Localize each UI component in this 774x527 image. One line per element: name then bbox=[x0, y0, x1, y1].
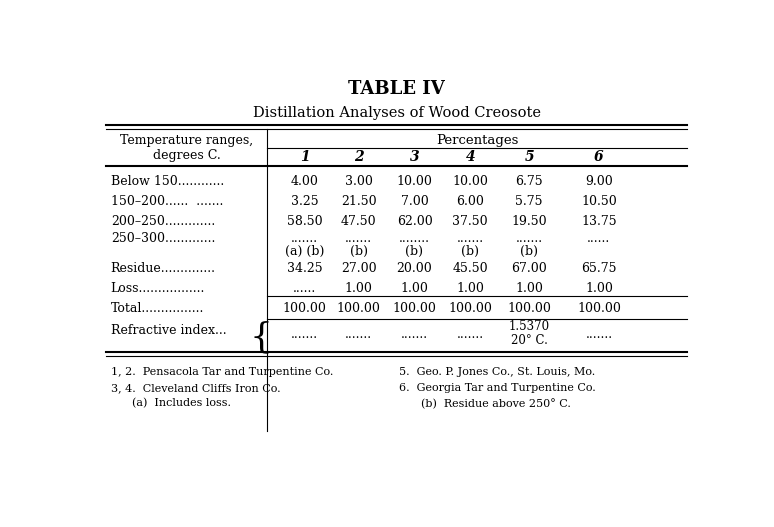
Text: 200–250.............: 200–250............. bbox=[111, 214, 215, 228]
Text: 34.25: 34.25 bbox=[286, 261, 322, 275]
Text: Temperature ranges,
degrees C.: Temperature ranges, degrees C. bbox=[120, 134, 253, 162]
Text: Total................: Total................ bbox=[111, 301, 204, 315]
Text: ......: ...... bbox=[587, 232, 611, 245]
Text: 1.00: 1.00 bbox=[457, 281, 485, 295]
Text: 1.00: 1.00 bbox=[585, 281, 613, 295]
Text: 20° C.: 20° C. bbox=[511, 334, 548, 347]
Text: {: { bbox=[249, 320, 272, 354]
Text: 6: 6 bbox=[594, 150, 604, 164]
Text: (b): (b) bbox=[461, 245, 479, 258]
Text: 1.00: 1.00 bbox=[401, 281, 429, 295]
Text: (b): (b) bbox=[350, 245, 368, 258]
Text: .......: ....... bbox=[291, 328, 318, 341]
Text: (b)  Residue above 250° C.: (b) Residue above 250° C. bbox=[421, 398, 570, 409]
Text: 1.00: 1.00 bbox=[344, 281, 372, 295]
Text: 1.00: 1.00 bbox=[515, 281, 543, 295]
Text: Refractive index...: Refractive index... bbox=[111, 324, 226, 337]
Text: .......: ....... bbox=[585, 328, 612, 341]
Text: 5.75: 5.75 bbox=[515, 194, 543, 208]
Text: (a)  Includes loss.: (a) Includes loss. bbox=[132, 398, 231, 408]
Text: 4: 4 bbox=[465, 150, 475, 164]
Text: .......: ....... bbox=[457, 328, 484, 341]
Text: 21.50: 21.50 bbox=[341, 194, 376, 208]
Text: 10.50: 10.50 bbox=[581, 194, 617, 208]
Text: 2: 2 bbox=[354, 150, 364, 164]
Text: 1.5370: 1.5370 bbox=[509, 320, 550, 333]
Text: (b): (b) bbox=[520, 245, 538, 258]
Text: 67.00: 67.00 bbox=[512, 261, 547, 275]
Text: .......: ....... bbox=[515, 232, 543, 245]
Text: 3.00: 3.00 bbox=[344, 174, 372, 188]
Text: 47.50: 47.50 bbox=[341, 214, 376, 228]
Text: 100.00: 100.00 bbox=[507, 301, 551, 315]
Text: .......: ....... bbox=[345, 328, 372, 341]
Text: .......: ....... bbox=[401, 328, 428, 341]
Text: 9.00: 9.00 bbox=[585, 174, 613, 188]
Text: ......: ...... bbox=[293, 281, 316, 295]
Text: Loss.................: Loss................. bbox=[111, 281, 205, 295]
Text: 6.75: 6.75 bbox=[515, 174, 543, 188]
Text: 20.00: 20.00 bbox=[396, 261, 433, 275]
Text: 1, 2.  Pensacola Tar and Turpentine Co.: 1, 2. Pensacola Tar and Turpentine Co. bbox=[111, 367, 333, 377]
Text: 250–300.............: 250–300............. bbox=[111, 232, 215, 245]
Text: 3.25: 3.25 bbox=[291, 194, 318, 208]
Text: 65.75: 65.75 bbox=[581, 261, 617, 275]
Text: 5.  Geo. P. Jones Co., St. Louis, Mo.: 5. Geo. P. Jones Co., St. Louis, Mo. bbox=[399, 367, 595, 377]
Text: 3: 3 bbox=[409, 150, 420, 164]
Text: 150–200......  .......: 150–200...... ....... bbox=[111, 194, 223, 208]
Text: 13.75: 13.75 bbox=[581, 214, 617, 228]
Text: Distillation Analyses of Wood Creosote: Distillation Analyses of Wood Creosote bbox=[252, 106, 541, 120]
Text: 4.00: 4.00 bbox=[290, 174, 318, 188]
Text: .......: ....... bbox=[345, 232, 372, 245]
Text: 100.00: 100.00 bbox=[392, 301, 437, 315]
Text: 6.00: 6.00 bbox=[457, 194, 485, 208]
Text: 37.50: 37.50 bbox=[453, 214, 488, 228]
Text: (b): (b) bbox=[406, 245, 423, 258]
Text: 58.50: 58.50 bbox=[286, 214, 322, 228]
Text: 100.00: 100.00 bbox=[283, 301, 327, 315]
Text: (a) (b): (a) (b) bbox=[285, 245, 324, 258]
Text: 19.50: 19.50 bbox=[512, 214, 547, 228]
Text: .......: ....... bbox=[457, 232, 484, 245]
Text: Percentages: Percentages bbox=[436, 134, 519, 147]
Text: 100.00: 100.00 bbox=[577, 301, 621, 315]
Text: ........: ........ bbox=[399, 232, 430, 245]
Text: 3, 4.  Cleveland Cliffs Iron Co.: 3, 4. Cleveland Cliffs Iron Co. bbox=[111, 383, 280, 393]
Text: Residue..............: Residue.............. bbox=[111, 261, 216, 275]
Text: TABLE IV: TABLE IV bbox=[348, 80, 445, 98]
Text: 5: 5 bbox=[525, 150, 534, 164]
Text: 1: 1 bbox=[300, 150, 310, 164]
Text: 45.50: 45.50 bbox=[453, 261, 488, 275]
Text: 100.00: 100.00 bbox=[448, 301, 492, 315]
Text: Below 150............: Below 150............ bbox=[111, 174, 224, 188]
Text: 27.00: 27.00 bbox=[341, 261, 376, 275]
Text: 6.  Georgia Tar and Turpentine Co.: 6. Georgia Tar and Turpentine Co. bbox=[399, 383, 596, 393]
Text: 10.00: 10.00 bbox=[396, 174, 433, 188]
Text: 62.00: 62.00 bbox=[396, 214, 433, 228]
Text: 7.00: 7.00 bbox=[401, 194, 428, 208]
Text: 10.00: 10.00 bbox=[452, 174, 488, 188]
Text: 100.00: 100.00 bbox=[337, 301, 381, 315]
Text: .......: ....... bbox=[291, 232, 318, 245]
